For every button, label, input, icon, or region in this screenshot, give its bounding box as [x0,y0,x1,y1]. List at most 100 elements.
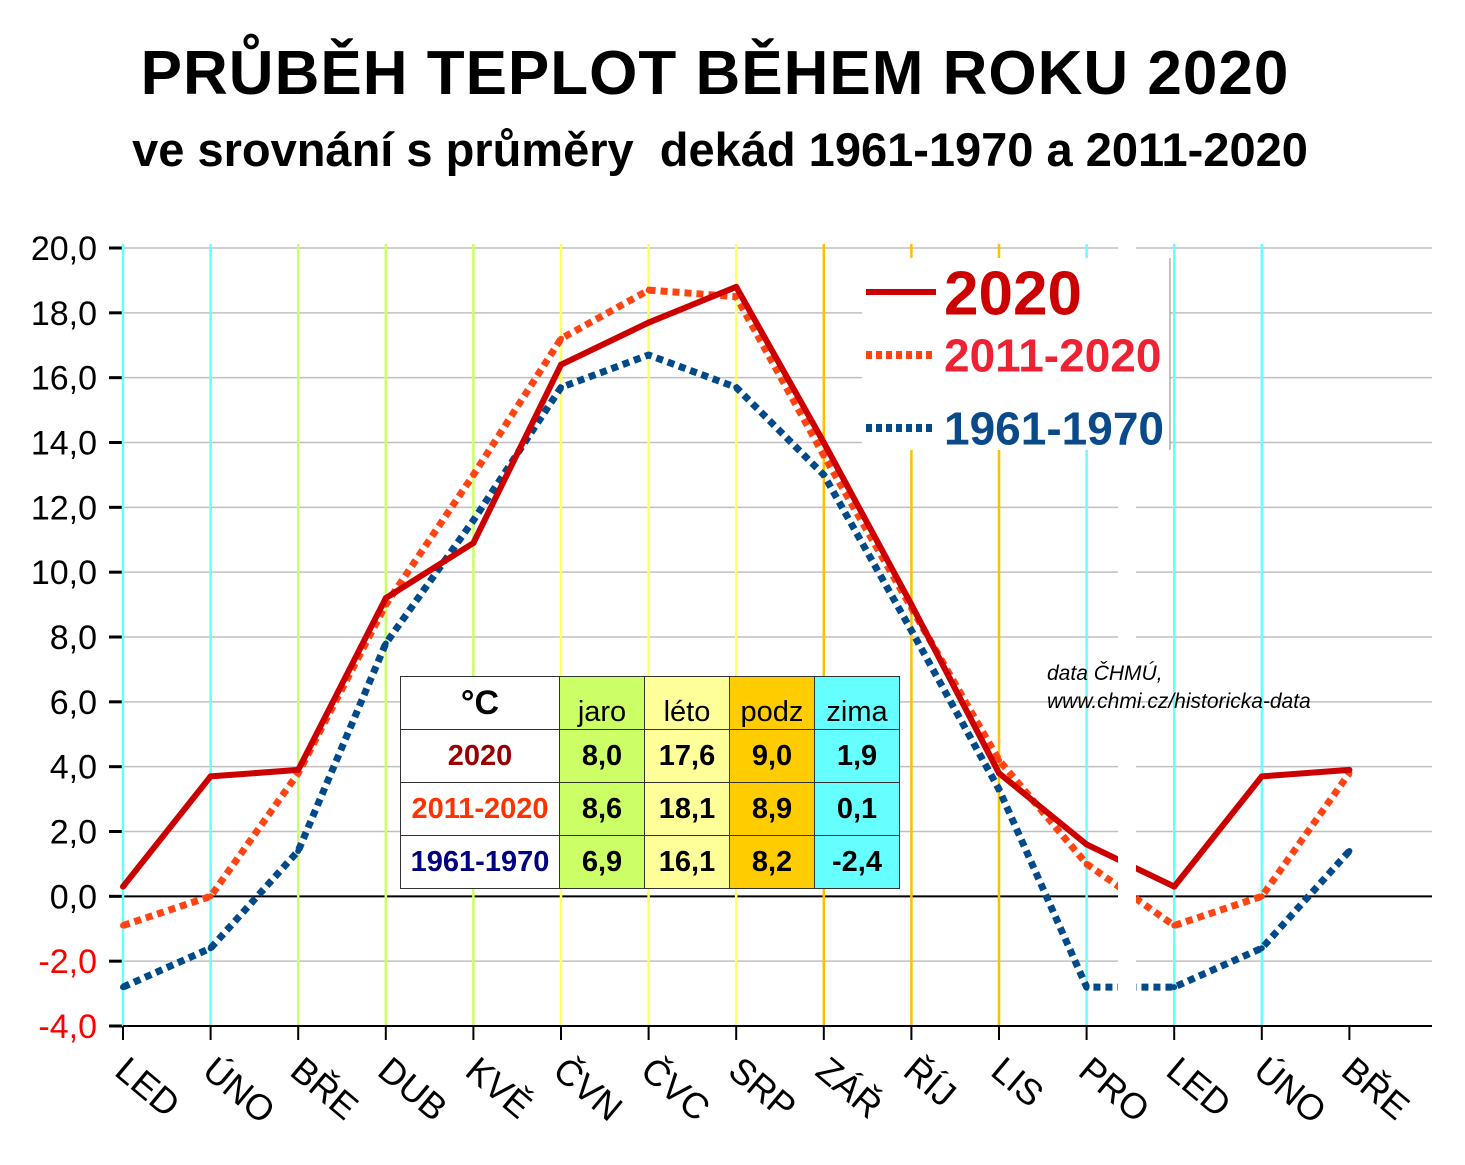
data-point [996,786,1002,793]
data-point [996,757,1002,764]
col-jaro: jaro [559,676,645,730]
x-tick-label: LED [108,1049,188,1125]
y-tick-label: 8,0 [50,619,97,657]
y-tick-label: 12,0 [31,489,97,527]
data-point [908,601,915,608]
y-tick-label: 4,0 [50,749,97,787]
y-tick-label: 2,0 [50,814,97,852]
x-tick-label: LED [1159,1049,1239,1125]
data-point [207,945,214,952]
table-cell: -2,4 [814,835,900,889]
col-leto: léto [644,676,730,730]
x-tick-label: DUB [371,1049,456,1129]
data-point [908,627,915,634]
x-tick-label: BŘE [1334,1049,1417,1128]
data-point [645,319,652,326]
data-point [1258,893,1265,900]
data-point [645,351,652,358]
data-point [733,384,740,391]
data-point [820,471,827,478]
data-point [295,766,302,773]
row-label: 2020 [400,729,560,783]
table-cell: 0,1 [814,782,900,836]
y-tick-label: 16,0 [31,360,97,398]
data-point [558,335,564,342]
data-point [382,640,389,647]
y-tick-label: 6,0 [50,684,97,722]
data-point [207,893,214,900]
y-tick-label: 20,0 [31,230,97,268]
data-point [1346,766,1353,773]
data-point [1258,773,1265,780]
y-tick-label: -4,0 [38,1008,97,1046]
data-point [558,384,564,391]
data-point [470,539,477,546]
data-point [120,883,126,890]
data-point [382,595,389,602]
chart-subtitle: ve srovnání s průměry dekád 1961-1970 a … [132,123,1308,176]
table-cell: 6,9 [559,835,645,889]
y-tick-label: 18,0 [31,295,97,333]
data-point [470,471,477,478]
x-tick-label: ČVC [633,1049,718,1129]
data-point [1083,984,1090,991]
y-tick-label: 0,0 [50,878,97,916]
data-point [470,517,477,524]
row-label: 1961-1970 [400,835,560,889]
x-tick-label: PRO [1071,1049,1157,1131]
table-cell: 8,6 [559,782,645,836]
source-line-1: data ČHMÚ, [1047,662,1163,685]
x-tick-label: BŘE [283,1049,366,1128]
table-cell: 17,6 [644,729,730,783]
seasonal-averages-table: °C jaro léto podz zima 2020 8,0 17,6 9,0… [400,676,900,889]
table-cell: 16,1 [644,835,730,889]
unit-cell: °C [400,676,560,730]
table-row: 1961-1970 6,9 16,1 8,2 -2,4 [400,835,900,889]
x-tick-label: LIS [984,1049,1052,1115]
data-point [1346,847,1353,854]
data-point [120,922,126,929]
y-tick-label: 14,0 [31,425,97,463]
table-cell: 8,0 [559,729,645,783]
source-note: data ČHMÚ, www.chmi.cz/historicka-data [1047,660,1311,716]
data-point [295,847,302,854]
legend-label: 1961-1970 [944,403,1164,455]
data-point [996,770,1002,777]
data-point [1083,841,1090,848]
x-tick-label: ŘÍJ [896,1049,964,1115]
x-tick-label: ÚNO [195,1049,283,1132]
table-header-row: °C jaro léto podz zima [400,676,900,730]
data-point [820,439,827,446]
table-row: 2020 8,0 17,6 9,0 1,9 [400,729,900,783]
table-cell: 1,9 [814,729,900,783]
row-label: 2011-2020 [400,782,560,836]
data-point [733,283,740,290]
legend-label: 2011-2020 [944,330,1161,382]
y-tick-label: 10,0 [31,554,97,592]
table-cell: 8,9 [729,782,815,836]
data-point [1171,883,1178,890]
data-point [1258,945,1265,952]
x-tick-label: ZÁŘ [809,1049,891,1127]
source-line-2: www.chmi.cz/historicka-data [1047,690,1311,713]
table-row: 2011-2020 8,6 18,1 8,9 0,1 [400,782,900,836]
x-tick-label: ÚNO [1247,1049,1335,1132]
x-tick-label: KVĚ [458,1049,540,1127]
data-point [120,984,126,991]
data-point [1171,984,1178,991]
col-zima: zima [814,676,900,730]
data-point [558,361,564,368]
y-tick-label: -2,0 [38,943,97,981]
x-tick-label: SRP [721,1049,804,1128]
data-point [1171,922,1178,929]
table-cell: 18,1 [644,782,730,836]
table-cell: 8,2 [729,835,815,889]
data-point [207,773,214,780]
table-cell: 9,0 [729,729,815,783]
x-tick-label: ČVN [546,1049,631,1129]
col-podz: podz [729,676,815,730]
chart-title: PRŮBĚH TEPLOT BĚHEM ROKU 2020 [140,39,1290,108]
data-point [820,452,827,459]
